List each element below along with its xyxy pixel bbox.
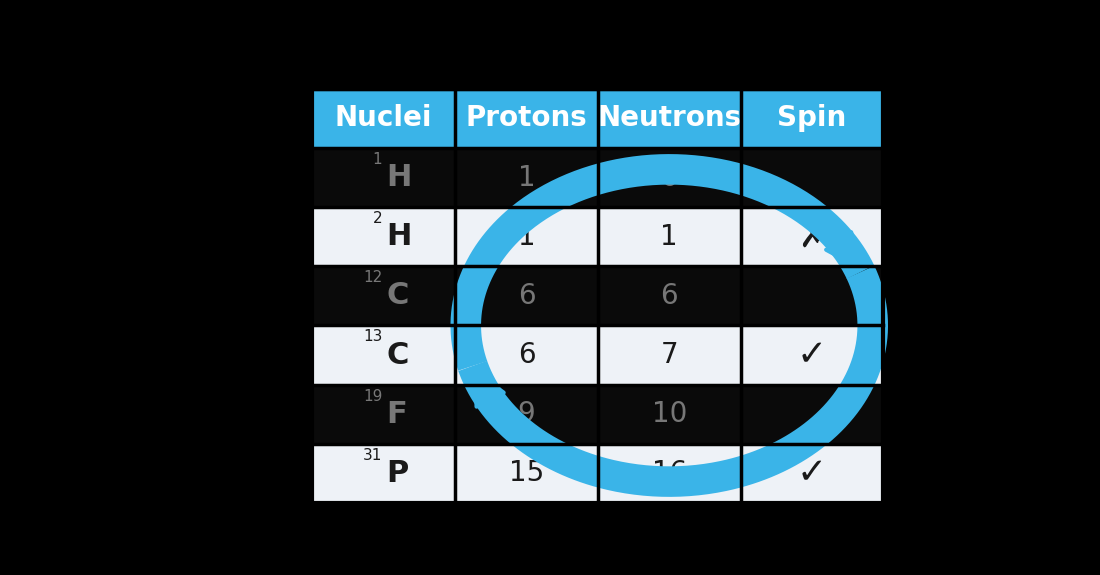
Text: Protons: Protons [465,105,587,132]
Bar [598,444,740,503]
Text: 6: 6 [660,282,678,310]
Bar [740,207,883,266]
Text: 6: 6 [518,341,536,369]
Bar [455,325,598,385]
Text: 19: 19 [363,389,383,404]
Text: H: H [386,163,411,192]
Bar [740,266,883,325]
Text: 15: 15 [509,459,544,488]
Bar [312,385,455,444]
Bar [312,89,455,148]
Bar [312,148,455,207]
Text: ✗: ✗ [798,220,826,253]
Text: 1: 1 [518,223,536,251]
Text: 16: 16 [651,459,686,488]
Bar [455,266,598,325]
Text: 9: 9 [518,400,536,428]
Bar [455,148,598,207]
Bar [312,207,455,266]
Text: Nuclei: Nuclei [334,105,432,132]
Text: ✓: ✓ [796,338,827,372]
Text: Spin: Spin [778,105,847,132]
Bar [598,325,740,385]
Bar [455,444,598,503]
Text: 12: 12 [363,270,383,285]
Bar [455,89,598,148]
Bar [312,266,455,325]
Bar [598,385,740,444]
Text: 7: 7 [660,341,678,369]
Text: 31: 31 [363,448,383,463]
Bar [598,207,740,266]
Bar [740,325,883,385]
Bar [455,385,598,444]
Text: C: C [386,340,409,370]
Bar [598,148,740,207]
Bar [740,89,883,148]
Text: 1: 1 [660,223,678,251]
Text: ✓: ✓ [796,457,827,490]
Text: 13: 13 [363,329,383,344]
Text: 2: 2 [373,211,383,226]
Text: F: F [386,400,407,429]
Bar [740,148,883,207]
Text: 1: 1 [518,164,536,191]
Bar [740,385,883,444]
Text: 0: 0 [660,164,678,191]
Bar [455,207,598,266]
Bar [598,266,740,325]
Text: P: P [386,459,409,488]
Text: 1: 1 [373,152,383,167]
Text: 6: 6 [518,282,536,310]
Bar [312,89,883,503]
Bar [312,444,455,503]
Bar [598,89,740,148]
Text: Neutrons: Neutrons [597,105,741,132]
Bar [740,444,883,503]
Text: H: H [386,223,411,251]
Text: C: C [386,281,409,311]
Text: 10: 10 [651,400,686,428]
Bar [312,325,455,385]
